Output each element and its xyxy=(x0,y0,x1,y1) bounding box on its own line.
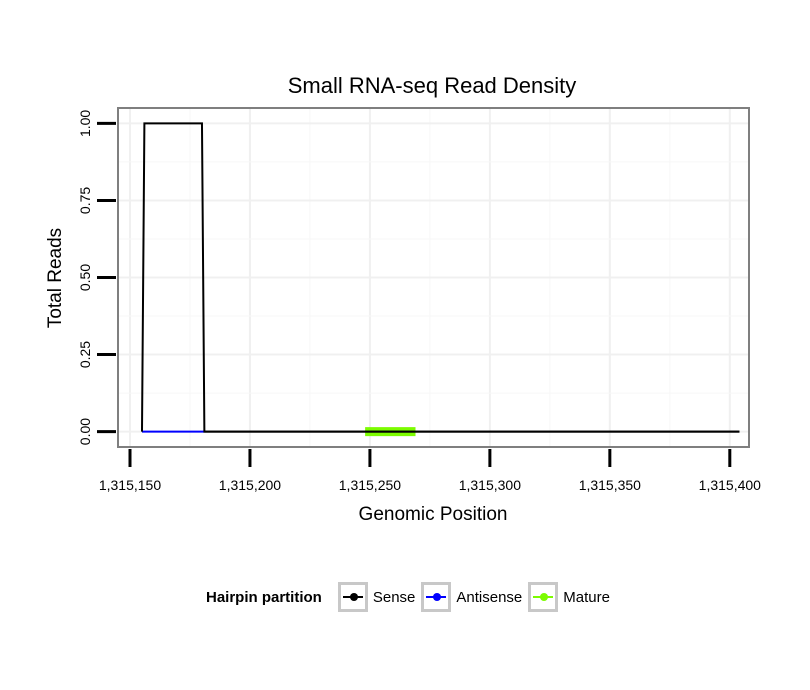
x-axis: 1,315,150 1,315,200 1,315,250 1,315,300 1,31… xyxy=(99,449,761,493)
y-tick-label: 0.00 xyxy=(77,418,93,445)
x-tick-label: 1,315,400 xyxy=(699,477,761,493)
x-axis-label: Genomic Position xyxy=(359,504,508,525)
series-layer xyxy=(140,122,740,437)
legend-title: Hairpin partition xyxy=(206,588,322,606)
legend-key-mature xyxy=(528,582,559,612)
x-tick-label: 1,315,250 xyxy=(339,477,401,493)
x-tick-label: 1,315,150 xyxy=(99,477,161,493)
legend-item-sense: Sense xyxy=(337,582,416,612)
y-tick-label: 1.00 xyxy=(77,110,93,137)
legend-item-antisense: Antisense xyxy=(421,582,522,612)
legend-label-mature: Mature xyxy=(563,588,610,606)
legend-item-mature: Mature xyxy=(528,582,610,612)
legend-key-sense xyxy=(337,582,368,612)
grid-lines xyxy=(119,109,748,446)
legend-label-sense: Sense xyxy=(372,588,416,606)
x-tick-label: 1,315,200 xyxy=(219,477,281,493)
y-axis: 0.00 0.25 0.50 0.75 1.00 xyxy=(77,110,116,445)
legend: Hairpin partition Sense Antisense Mature xyxy=(206,578,616,616)
legend-label-antisense: Antisense xyxy=(456,588,523,606)
legend-key-antisense xyxy=(421,582,452,612)
chart-title: Small RNA-seq Read Density xyxy=(288,73,577,98)
x-tick-label: 1,315,300 xyxy=(459,477,521,493)
x-tick-label: 1,315,350 xyxy=(579,477,641,493)
y-axis-label: Total Reads xyxy=(45,228,66,328)
y-tick-label: 0.50 xyxy=(77,264,93,291)
y-tick-label: 0.75 xyxy=(77,187,93,214)
y-tick-label: 0.25 xyxy=(77,341,93,368)
